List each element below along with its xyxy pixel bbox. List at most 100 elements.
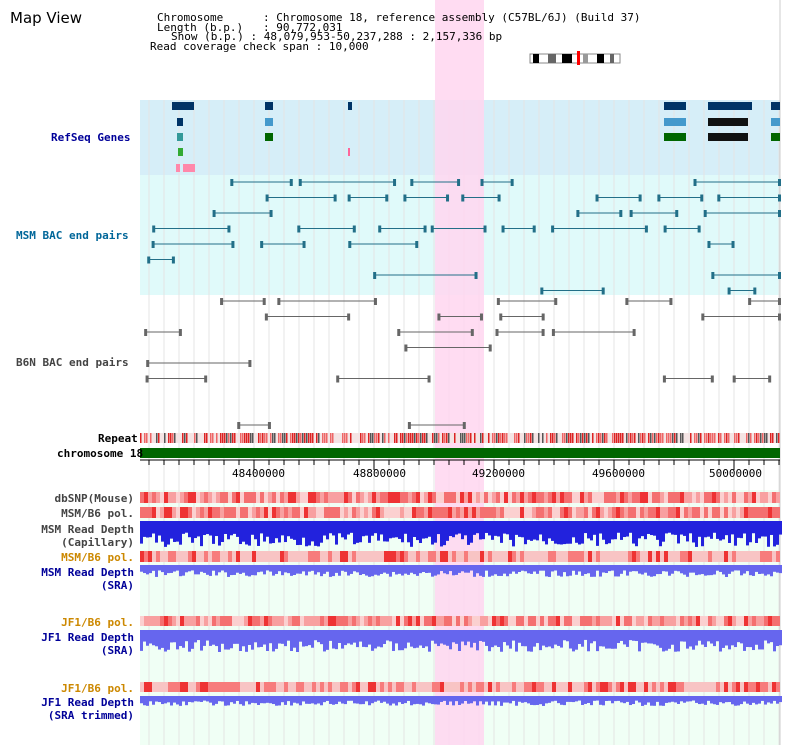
- dbsnp-cell: [720, 492, 724, 503]
- jf1-depth-trim-bar: [614, 696, 617, 702]
- jf1-b6-pol-2-cell: [368, 682, 372, 692]
- jf1-depth-bar: [335, 630, 338, 650]
- msm-depth-sra-bar: [407, 565, 410, 575]
- repeat-element: [564, 433, 566, 443]
- msm-depth-cap-bar: [713, 521, 716, 533]
- msm-depth-cap-bar: [398, 521, 401, 539]
- msm-b6-pol-2-cell: [768, 551, 772, 562]
- repeat-element: [470, 433, 472, 443]
- dbsnp-cell: [640, 492, 644, 503]
- dbsnp-cell: [468, 492, 472, 503]
- msm-depth-sra-bar: [548, 565, 551, 577]
- msm-b6-pol-2-cell: [600, 551, 604, 562]
- msm-bac-end-pairs-label[interactable]: MSM BAC end pairs: [16, 229, 129, 242]
- jf1-depth-bar: [650, 630, 653, 644]
- dbsnp-cell: [280, 492, 284, 503]
- b6n-bac-pair-end: [336, 375, 340, 383]
- msm-depth-cap-bar: [548, 521, 551, 539]
- jf1-b6-pol-cell: [628, 616, 632, 626]
- jf1-b6-pol-2-cell: [524, 682, 528, 692]
- jf1-depth-trim-bar: [317, 696, 320, 704]
- dbsnp-cell: [228, 492, 232, 503]
- repeat-element: [532, 433, 534, 443]
- repeat-element: [210, 433, 212, 443]
- repeat-element: [666, 433, 668, 443]
- chromosome-ideogram[interactable]: [529, 51, 621, 65]
- jf1-depth-trim-bar: [410, 696, 413, 706]
- msm-bac-pair-end: [230, 179, 234, 186]
- msm-b6-pol-2-cell: [240, 551, 244, 562]
- msm-depth-cap-bar: [299, 521, 302, 545]
- jf1-depth-bar: [680, 630, 683, 642]
- jf1-b6-pol-cell: [556, 616, 560, 626]
- ideogram-band: [548, 54, 556, 63]
- jf1-depth-trim-bar: [464, 696, 467, 701]
- jf1-b6-pol-cell: [452, 616, 456, 626]
- msm-b6-pol-2-cell: [492, 551, 496, 562]
- msm-b6-pol-2-cell: [480, 551, 484, 562]
- b6n-bac-end-pairs-label[interactable]: B6N BAC end pairs: [16, 356, 129, 369]
- msm-b6-pol-2-cell: [176, 551, 180, 562]
- jf1-b6-pol-2-cell: [608, 682, 612, 692]
- jf1-depth-bar: [461, 630, 464, 642]
- jf1-b6-pol-2-cell: [504, 682, 508, 692]
- jf1-depth-bar: [470, 630, 473, 648]
- jf1-b6-pol-cell: [756, 616, 760, 626]
- jf1-depth-bar: [500, 630, 503, 652]
- jf1-b6-pol-cell: [532, 616, 536, 626]
- repeat-element: [446, 433, 448, 443]
- msm-depth-sra-bar: [284, 565, 287, 573]
- msm-b6-pol-2-cell: [580, 551, 584, 562]
- b6n-bac-pair-end: [397, 329, 401, 336]
- jf1-depth-bar: [392, 630, 395, 651]
- jf1-b6-pol-2-cell: [568, 682, 572, 692]
- jf1-depth-trim-bar: [206, 696, 209, 702]
- jf1-b6-pol-cell: [276, 616, 280, 626]
- msm-bac-pair-end: [410, 179, 414, 186]
- msm-depth-sra-bar: [302, 565, 305, 572]
- repeat-element: [652, 433, 654, 443]
- jf1-b6-pol-cell: [684, 616, 688, 626]
- dbsnp-cell: [548, 492, 552, 503]
- jf1-depth-trim-bar: [665, 696, 668, 703]
- jf1-depth-bar: [218, 630, 221, 652]
- repeat-element: [578, 433, 580, 443]
- jf1-depth-bar: [206, 630, 209, 641]
- dbsnp-cell: [484, 492, 488, 503]
- jf1-b6-pol-2-cell: [304, 682, 308, 692]
- jf1-b6-pol-cell: [620, 616, 624, 626]
- dbsnp-cell: [452, 492, 456, 503]
- jf1-depth-bar: [164, 630, 167, 652]
- jf1-b6-pol-2-cell: [224, 682, 228, 692]
- refseq-genes-label[interactable]: RefSeq Genes: [51, 131, 131, 144]
- jf1-depth-trim-bar: [194, 696, 197, 702]
- msm-depth-cap-bar: [389, 521, 392, 539]
- msm-bac-pair-end: [697, 225, 701, 233]
- jf1-b6-pol-cell: [720, 616, 724, 626]
- msm-b6-pol-cell: [492, 507, 496, 518]
- ideogram-marker: [577, 51, 580, 65]
- refseq-gene-features[interactable]: [172, 102, 780, 172]
- repeat-element: [388, 433, 390, 443]
- jf1-depth-bar: [248, 630, 251, 645]
- msm-b6-pol-cell: [332, 507, 336, 518]
- msm-depth-cap-bar: [275, 521, 278, 539]
- msm-b6-pol-cell: [328, 507, 332, 518]
- jf1-b6-pol-2-cell: [708, 682, 712, 692]
- msm-depth-cap-bar: [281, 521, 284, 536]
- repeat-element: [562, 433, 564, 443]
- dbsnp-cell: [552, 492, 556, 503]
- msm-bac-end-pair-features[interactable]: [147, 179, 781, 295]
- gene-feature: [265, 102, 273, 110]
- coverage-key: Read coverage check span: [150, 40, 309, 53]
- msm-depth-cap-bar: [623, 521, 626, 538]
- jf1-b6-pol-2-cell: [420, 682, 424, 692]
- dbsnp-cell: [500, 492, 504, 503]
- repeat-element: [316, 433, 318, 443]
- jf1-depth-trim-bar: [617, 696, 620, 701]
- msm-bac-pair-end: [269, 210, 273, 217]
- b6n-bac-end-pair-features[interactable]: [144, 298, 781, 429]
- msm-b6-pol-2-cell: [284, 551, 288, 562]
- msm-depth-cap-bar: [260, 521, 263, 534]
- msm-b6-pol-2-cell: [148, 551, 152, 562]
